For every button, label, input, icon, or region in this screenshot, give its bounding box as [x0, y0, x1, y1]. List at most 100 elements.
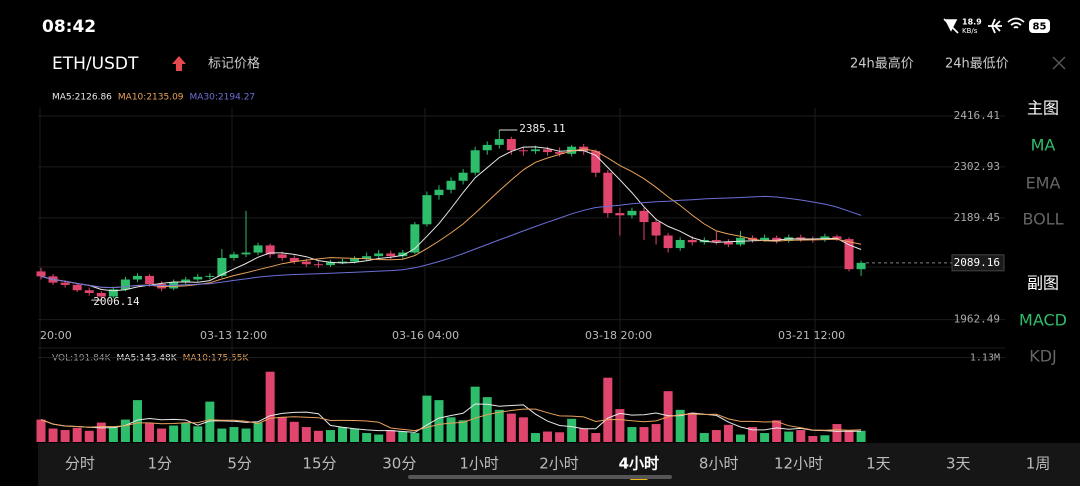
- candle-body: [723, 241, 733, 245]
- close-button[interactable]: [1052, 56, 1066, 70]
- volume-bar: [772, 420, 782, 442]
- interval-tab[interactable]: 3天: [946, 455, 971, 473]
- candle-body: [241, 252, 251, 255]
- interval-tab[interactable]: 15分: [302, 455, 336, 473]
- low-24h: 24h最低价: [945, 57, 1009, 72]
- menu-item[interactable]: MACD: [1019, 311, 1067, 330]
- volume-bar: [325, 430, 335, 442]
- net-speed: 18.9: [962, 18, 982, 27]
- volume-bar: [518, 417, 528, 442]
- volume-label: MA5:143.48K: [117, 354, 178, 364]
- candle-body: [591, 151, 601, 173]
- volume-bar: [711, 430, 721, 442]
- candle-body: [555, 152, 565, 154]
- volume-bar: [844, 430, 854, 442]
- candle-body: [410, 224, 420, 253]
- candle-body: [482, 144, 492, 151]
- candle-body: [338, 261, 347, 263]
- trend-arrow: [172, 56, 186, 71]
- time-label: 20:00: [40, 329, 72, 342]
- candle-body: [313, 264, 323, 266]
- candle-body: [217, 257, 227, 276]
- menu-item[interactable]: BOLL: [1022, 210, 1063, 229]
- menu-title: 主图: [1027, 99, 1059, 118]
- candle-body: [494, 139, 504, 145]
- candle-body: [772, 237, 782, 241]
- ma-legend: MA5:2126.86 MA10:2135.09 MA30:2194.27: [52, 93, 255, 103]
- candle-body: [229, 254, 239, 258]
- candle-body: [711, 240, 721, 242]
- interval-tabs: 分时 1分 5分 15分 30分 1小时 2小时 4小时 8小时 12小时 1天 3天 1周: [65, 455, 1051, 480]
- candle-body: [506, 139, 516, 151]
- mark-price[interactable]: 标记价格: [208, 56, 260, 72]
- y-tick-label: 2416.41: [954, 109, 1000, 122]
- candle-body: [651, 222, 661, 236]
- volume-bar: [555, 432, 565, 442]
- candle-body: [72, 284, 82, 291]
- interval-tab[interactable]: 1天: [866, 455, 891, 473]
- volume-bar: [639, 427, 649, 442]
- volume-bar: [181, 422, 191, 442]
- volume-bar: [36, 419, 46, 442]
- interval-tab[interactable]: 5分: [227, 455, 252, 473]
- interval-tab[interactable]: 12小时: [774, 455, 823, 473]
- candle-body: [543, 149, 553, 153]
- volume-bar: [748, 427, 758, 442]
- volume-bar: [735, 434, 745, 442]
- candle-body: [84, 290, 94, 293]
- volume-bar: [820, 435, 830, 442]
- volume-bar: [675, 409, 685, 442]
- volume-bar: [591, 433, 601, 442]
- pair-title[interactable]: ETH/USDT: [52, 54, 139, 74]
- candle-body: [386, 253, 396, 257]
- volume-ma-line: [40, 403, 862, 433]
- candle-body: [796, 237, 806, 240]
- volume-bar: [374, 434, 384, 442]
- volume-bar: [699, 433, 709, 442]
- time-label: 03-16 04:00: [392, 329, 459, 342]
- interval-tab[interactable]: 8小时: [699, 455, 739, 473]
- volume-bar: [579, 428, 589, 442]
- menu-item[interactable]: KDJ: [1029, 347, 1057, 366]
- volume-bar: [60, 430, 70, 442]
- candle-body: [132, 275, 142, 280]
- candle-body: [856, 262, 866, 270]
- candle-body: [350, 258, 360, 262]
- interval-tab[interactable]: 分时: [65, 455, 95, 473]
- volume-bar: [253, 422, 263, 442]
- candle-body: [627, 210, 637, 216]
- interval-tab[interactable]: 4小时: [619, 455, 659, 473]
- candle-body: [820, 236, 830, 241]
- candle-body: [760, 237, 770, 241]
- volume-bar: [145, 423, 155, 442]
- interval-tab[interactable]: 1小时: [459, 455, 499, 473]
- candle-body: [60, 282, 70, 285]
- high-label: 2385.11: [519, 122, 565, 135]
- volume-bar: [169, 425, 179, 442]
- volume-label: MA10:175.55K: [183, 354, 250, 364]
- volume-bar: [603, 377, 613, 442]
- volume-bar: [84, 430, 94, 442]
- volume-bar: [796, 430, 806, 442]
- candle-body: [96, 292, 106, 297]
- candle-body: [145, 275, 155, 284]
- ma-label: MA30:2194.27: [190, 93, 256, 103]
- candle-body: [205, 275, 215, 277]
- volume-bar: [132, 400, 142, 442]
- candle-body: [289, 257, 299, 262]
- volume-bar: [386, 430, 396, 442]
- candle-body: [36, 271, 46, 277]
- menu-item[interactable]: MA: [1031, 136, 1056, 155]
- interval-tab[interactable]: 30分: [382, 455, 416, 473]
- menu-title: 副图: [1027, 274, 1059, 293]
- time-label: 03-13 12:00: [200, 329, 267, 342]
- volume-bar: [108, 427, 118, 442]
- interval-tab[interactable]: 1分: [147, 455, 172, 473]
- interval-tab[interactable]: 2小时: [539, 455, 579, 473]
- candle-body: [325, 262, 335, 266]
- volume-bar: [760, 433, 770, 442]
- interval-tab[interactable]: 1周: [1026, 455, 1051, 473]
- high-24h: 24h最高价: [850, 56, 914, 72]
- menu-item[interactable]: EMA: [1026, 174, 1061, 193]
